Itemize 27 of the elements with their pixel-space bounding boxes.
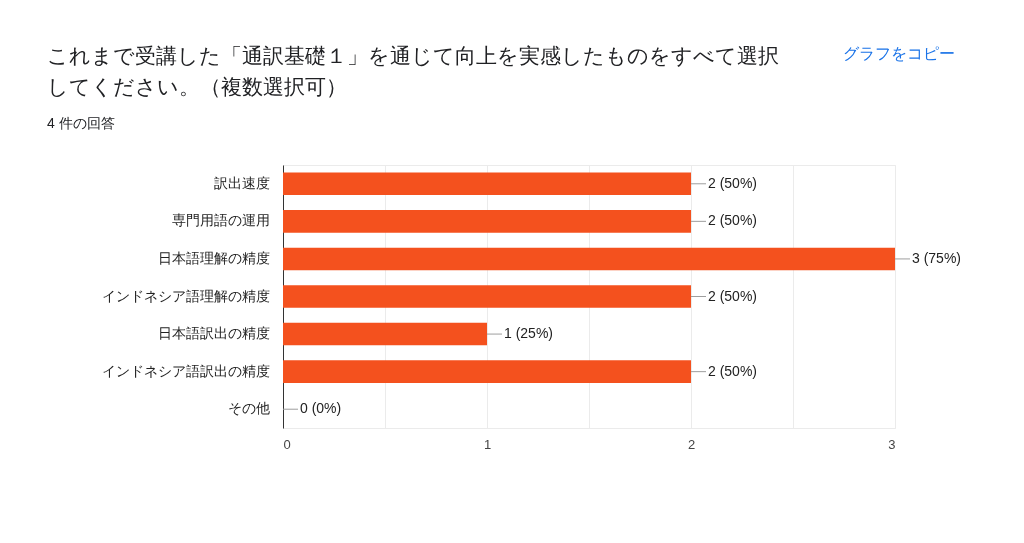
y-tick-label: 日本語理解の精度 (157, 249, 270, 266)
data-label: 3 (75%) (912, 249, 962, 266)
data-label: 2 (50%) (708, 287, 758, 304)
bar (283, 360, 691, 383)
data-label: 2 (50%) (708, 212, 758, 229)
y-tick-label: 日本語訳出の精度 (157, 325, 270, 342)
x-tick-label: 2 (687, 436, 696, 452)
data-label: 2 (50%) (708, 174, 758, 191)
text: 4 件の回答 (47, 115, 115, 131)
y-tick-label: その他 (227, 400, 270, 417)
data-label: 2 (50%) (708, 362, 758, 379)
bar (283, 247, 895, 271)
y-tick-label: インドネシア語訳出の精度 (101, 362, 270, 379)
bar (283, 285, 691, 308)
x-tick-label: 0 (283, 436, 291, 452)
bar (283, 322, 487, 346)
x-tick-label: 1 (483, 436, 492, 452)
x-tick-label: 3 (888, 436, 896, 452)
data-label: 0 (0%) (300, 400, 342, 417)
y-tick-label: 訳出速度 (213, 174, 270, 191)
y-tick-label: 専門用語の運用 (171, 212, 270, 229)
y-tick-label: インドネシア語理解の精度 (101, 287, 270, 304)
chart-title: これまで受講した「通訳基礎１」を通じて向上を実感したものをすべて選択してください。（複数選択可） (47, 44, 779, 98)
data-label: 1 (25%) (504, 325, 554, 342)
bar (283, 210, 691, 233)
bar (283, 172, 691, 196)
text: グラフをコピー (843, 45, 955, 62)
